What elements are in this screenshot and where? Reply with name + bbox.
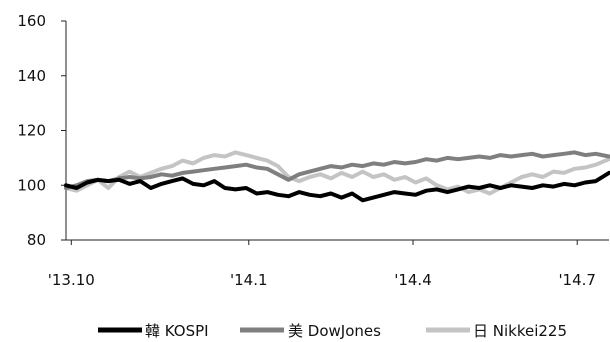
y-tick-label: 140 bbox=[17, 67, 46, 85]
legend: 韓 KOSPI 美 DowJones 日 Nikkei225 bbox=[98, 322, 567, 340]
series-line-0 bbox=[64, 170, 610, 203]
legend-label: 日 Nikkei225 bbox=[473, 322, 567, 340]
x-tick-label: '13.10 bbox=[48, 271, 95, 289]
y-tick-label: 80 bbox=[27, 231, 46, 249]
x-axis: '13.10 '14.1 '14.4 '14.7 bbox=[48, 239, 609, 289]
y-tick-label: 100 bbox=[17, 176, 46, 194]
legend-label: 美 DowJones bbox=[288, 322, 381, 340]
x-tick-label: '14.4 bbox=[394, 271, 432, 289]
y-tick-label: 160 bbox=[17, 12, 46, 30]
legend-label: 韓 KOSPI bbox=[145, 322, 209, 340]
x-tick-label: '14.7 bbox=[558, 271, 596, 289]
y-tick-label: 120 bbox=[17, 122, 46, 140]
x-tick-label: '14.1 bbox=[230, 271, 268, 289]
series-layer bbox=[64, 150, 610, 203]
y-axis: 80 100 120 140 160 bbox=[17, 12, 67, 249]
series-line-1 bbox=[64, 150, 610, 190]
series-line-2 bbox=[64, 150, 610, 196]
